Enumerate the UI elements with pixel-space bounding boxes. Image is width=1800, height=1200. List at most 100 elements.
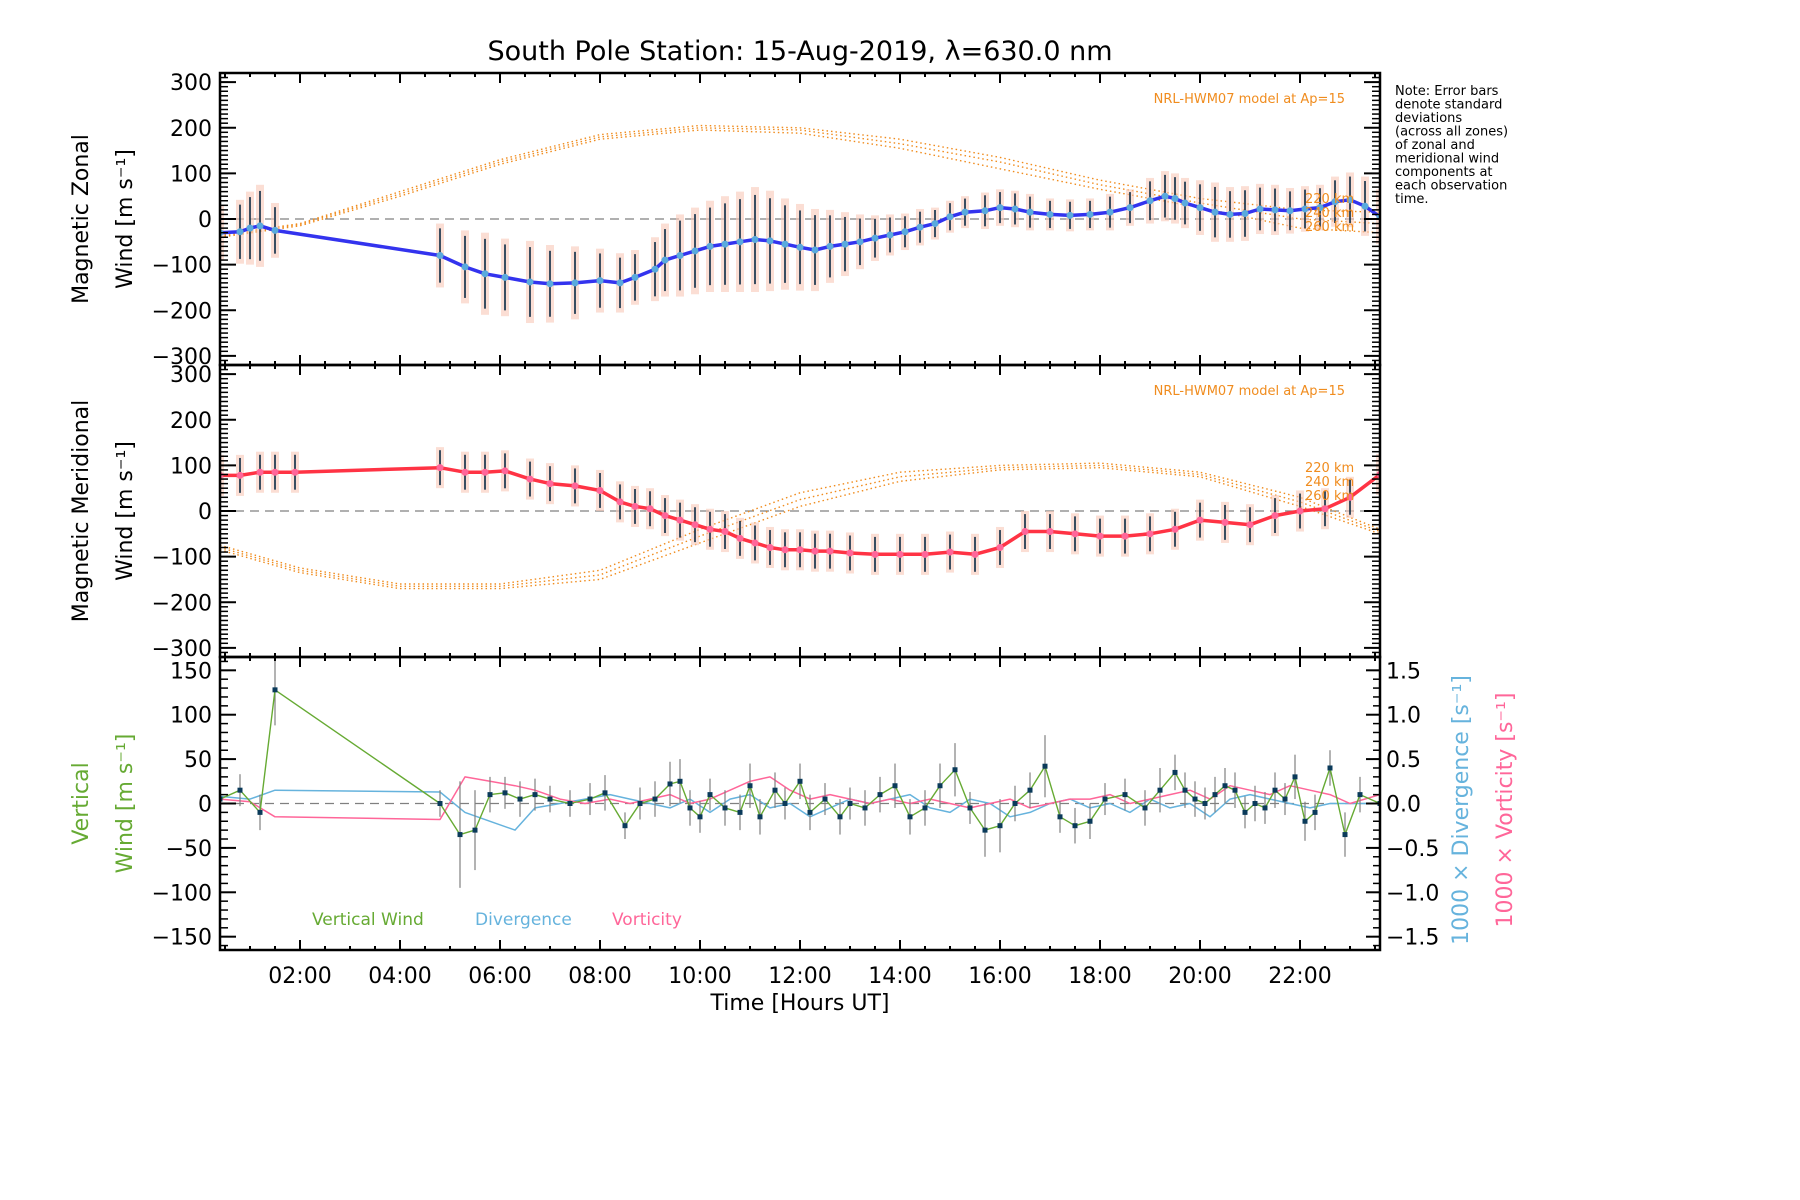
zonal-wind-point — [886, 231, 894, 239]
meridional-wind-point — [796, 546, 804, 554]
meridional-wind-point — [436, 464, 444, 472]
y2-tick-label: 0.0 — [1386, 793, 1421, 818]
y-tick-label: −100 — [152, 254, 212, 279]
zonal-wind-point — [1161, 192, 1169, 200]
vertical-wind-point — [822, 796, 828, 802]
x-tick-label: 08:00 — [568, 964, 631, 989]
vertical-wind-point — [1192, 796, 1198, 802]
meridional-wind-point — [646, 505, 654, 513]
plot-area-zonal — [220, 124, 1380, 324]
meridional-wind-point — [1146, 530, 1154, 538]
meridional-wind-point — [1271, 512, 1279, 520]
vertical-wind-point — [472, 827, 478, 833]
zonal-wind-point — [796, 243, 804, 251]
vertical-wind-point — [1242, 809, 1248, 815]
meridional-wind-point — [271, 468, 279, 476]
meridional-wind-point — [706, 525, 714, 533]
vertical-wind-point — [1202, 801, 1208, 806]
vertical-wind-point — [982, 827, 988, 833]
zonal-wind-point — [1196, 204, 1204, 212]
meridional-wind-point — [1196, 516, 1204, 524]
zonal-wind-point — [481, 270, 489, 278]
vertical-wind-point — [1102, 796, 1108, 802]
zonal-wind-point — [1171, 194, 1179, 202]
y2-tick-label: 1.5 — [1386, 659, 1421, 684]
vertical-wind-point — [757, 814, 763, 820]
vertical-wind-point — [1027, 787, 1033, 793]
vertical-wind-point — [1142, 805, 1148, 811]
vertical-wind-point — [772, 787, 778, 793]
vertical-wind-point — [997, 823, 1003, 829]
vertical-wind-point — [567, 801, 573, 806]
meridional-wind-point — [1021, 528, 1029, 536]
vertical-wind-point — [1252, 801, 1258, 806]
vertical-wind-point — [547, 796, 553, 802]
zonal-wind-point — [526, 278, 534, 286]
zonal-wind-point — [546, 280, 554, 288]
meridional-wind-point — [811, 547, 819, 555]
vertical-wind-point — [1057, 814, 1063, 820]
vertical-wind-point — [677, 778, 683, 784]
vertical-wind-point — [967, 805, 973, 811]
y-tick-label: −150 — [152, 926, 212, 951]
meridional-wind-point — [546, 480, 554, 488]
meridional-wind-point — [1121, 532, 1129, 540]
zonal-wind-point — [436, 252, 444, 259]
vertical-wind-point — [622, 823, 628, 829]
meridional-wind-point — [896, 550, 904, 558]
meridional-wind-point — [1096, 532, 1104, 540]
meridional-wind-point — [996, 544, 1004, 551]
zonal-wind-point — [931, 220, 939, 228]
meridional-wind-point — [596, 486, 604, 494]
x-tick-label: 06:00 — [468, 964, 531, 989]
vertical-wind-point — [667, 781, 673, 787]
meridional-wind-point — [1046, 528, 1054, 536]
meridional-wind-point — [291, 468, 299, 476]
vertical-wind-point — [502, 790, 508, 796]
vertical-wind-point — [1327, 765, 1333, 771]
y-tick-label: −100 — [152, 881, 212, 906]
zonal-wind-point — [1316, 204, 1324, 212]
vertical-wind-point — [517, 796, 523, 802]
model_260km-line — [220, 129, 1380, 238]
meridional-wind-point — [1246, 521, 1254, 529]
y-axis-title-line1: Vertical — [69, 762, 94, 844]
vertical-wind-point — [487, 792, 493, 798]
vertical-wind-point — [907, 814, 913, 820]
legend-divergence: Divergence — [475, 910, 572, 930]
vertical-wind-point — [602, 790, 608, 796]
meridional-wind-point — [781, 546, 789, 554]
vertical-wind-point — [687, 805, 693, 811]
y-axis-title-line1: Magnetic Meridional — [69, 400, 94, 622]
y-tick-label: −300 — [152, 637, 212, 662]
vertical-wind-line — [220, 689, 1380, 836]
meridional-wind-point — [1321, 505, 1329, 513]
zonal-wind-point — [751, 236, 759, 244]
zonal-wind-point — [1241, 210, 1249, 218]
vertical-wind-point — [1012, 801, 1018, 806]
x-tick-label: 12:00 — [768, 964, 831, 989]
y2-tick-label: 0.5 — [1386, 748, 1421, 773]
vertical-wind-point — [587, 796, 593, 802]
zonal-wind-point — [1331, 198, 1339, 206]
zonal-wind-point — [676, 252, 684, 259]
zonal-wind-point — [811, 246, 819, 254]
vertical-wind-point — [1342, 832, 1348, 838]
zonal-wind-point — [1106, 208, 1114, 216]
zonal-wind-point — [781, 240, 789, 248]
vertical-wind-point — [1312, 809, 1318, 815]
vertical-wind-point — [892, 783, 898, 789]
vertical-wind-point — [952, 767, 958, 773]
y2-tick-label: −1.0 — [1386, 881, 1439, 906]
vertical-wind-point — [1222, 783, 1228, 789]
zonal-wind-point — [1271, 206, 1279, 214]
model_260km-line — [220, 467, 1380, 590]
altitude-label: 260 km — [1305, 489, 1354, 504]
vertical-wind-point — [257, 809, 263, 815]
model_240km-line — [220, 127, 1380, 237]
y-tick-label: 300 — [170, 71, 212, 96]
vertical-wind-point — [1272, 787, 1278, 793]
